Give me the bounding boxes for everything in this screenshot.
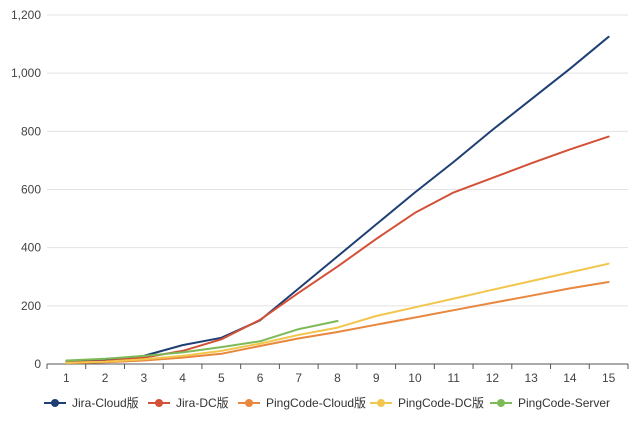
x-tick-label: 14: [563, 371, 577, 385]
x-tick-label: 13: [524, 371, 538, 385]
legend-dot-marker: [497, 399, 505, 407]
series-line-3: [65, 281, 610, 365]
gridlines: [47, 14, 628, 307]
legend-label: PingCode-DC版: [398, 396, 484, 410]
legend-item[interactable]: PingCode-DC版: [370, 396, 484, 410]
legend-label: Jira-Cloud版: [72, 396, 139, 410]
x-tick-label: 12: [486, 371, 500, 385]
y-tick-label: 800: [21, 124, 41, 138]
legend-item[interactable]: Jira-DC版: [148, 396, 229, 410]
x-tick-label: 4: [179, 371, 186, 385]
x-tick-label: 11: [447, 371, 460, 385]
legend-dot-marker: [377, 399, 385, 407]
legend-item[interactable]: PingCode-Cloud版: [238, 396, 366, 410]
series-line-5: [65, 320, 339, 362]
y-tick-label: 600: [21, 183, 41, 197]
series-line-1: [65, 35, 610, 363]
x-tick-label: 10: [408, 371, 422, 385]
legend-item[interactable]: Jira-Cloud版: [44, 396, 139, 410]
legend: Jira-Cloud版 Jira-DC版 PingCode-Cloud版 PingCo…: [44, 396, 610, 410]
legend-dot-marker: [245, 399, 253, 407]
y-tick-label: 1,000: [11, 66, 41, 80]
y-tick-label: 200: [21, 299, 41, 313]
legend-label: PingCode-Server: [518, 396, 610, 410]
y-tick-label: 0: [34, 357, 41, 371]
x-tick-label: 9: [373, 371, 380, 385]
series-line-4: [65, 262, 610, 364]
x-tick-label: 1: [63, 371, 70, 385]
legend-item[interactable]: PingCode-Server: [490, 396, 610, 410]
legend-label: Jira-DC版: [176, 396, 229, 410]
y-tick-label: 1,200: [11, 8, 41, 22]
legend-dot-marker: [155, 399, 163, 407]
x-tick-label: 7: [295, 371, 302, 385]
x-tick-label: 8: [334, 371, 341, 385]
y-tick-label: 400: [21, 241, 41, 255]
x-tick-label: 2: [102, 371, 109, 385]
legend-dot-marker: [51, 399, 59, 407]
series-lines: [65, 35, 610, 365]
x-tick-label: 15: [602, 371, 616, 385]
x-tick-label: 6: [257, 371, 264, 385]
x-tick-label: 5: [218, 371, 225, 385]
x-tick-label: 3: [140, 371, 147, 385]
legend-label: PingCode-Cloud版: [266, 396, 366, 410]
